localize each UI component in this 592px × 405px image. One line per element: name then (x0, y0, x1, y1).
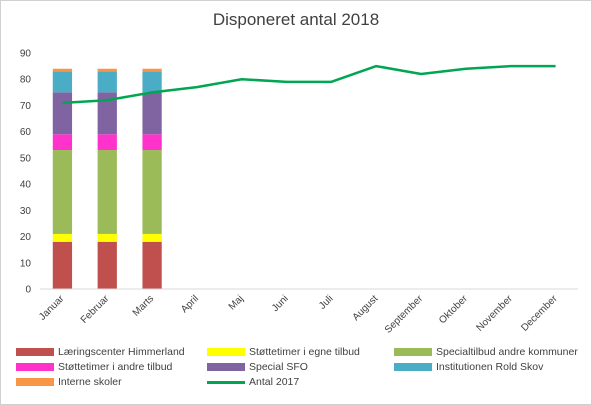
legend-swatch (16, 378, 54, 386)
x-tick-label: Maj (227, 293, 246, 312)
x-tick-label: Marts (131, 293, 156, 318)
legend-label: Antal 2017 (249, 376, 300, 388)
legend-item: Støttetimer i andre tilbud (16, 361, 172, 373)
y-tick-label: 30 (20, 206, 32, 217)
bar-segment (52, 150, 73, 234)
y-axis: 0 10 20 30 40 50 60 70 80 90 (20, 49, 32, 296)
bar-segment (52, 241, 73, 289)
legend-label: Læringscenter Himmerland (58, 346, 185, 358)
x-tick-label: August (351, 293, 381, 323)
bar-segment (142, 150, 162, 234)
bar-segment (142, 71, 162, 93)
line-series (62, 64, 556, 105)
x-tick-label: Februar (79, 293, 112, 326)
legend-item: Specialtilbud andre kommuner (394, 346, 578, 358)
bar-segment (97, 241, 117, 289)
legend-label: Støttetimer i andre tilbud (58, 361, 173, 373)
legend-item: Interne skoler (16, 376, 122, 388)
bar-segment (142, 241, 162, 289)
y-tick-label: 80 (20, 75, 32, 86)
bar-segment (52, 71, 73, 93)
x-tick-label: September (383, 293, 426, 336)
y-tick-label: 60 (20, 127, 32, 138)
x-tick-label: Januar (37, 293, 67, 323)
legend-label: Special SFO (249, 361, 308, 373)
bar-segment (97, 134, 117, 151)
x-tick-label: Oktober (437, 293, 470, 326)
x-tick-label: Juni (270, 293, 291, 314)
y-tick-label: 20 (20, 232, 32, 243)
series-line (62, 64, 556, 105)
bar-segment (52, 92, 73, 135)
legend-label: Institutionen Rold Skov (436, 361, 544, 373)
x-tick-label: Juli (317, 293, 335, 311)
bar-segment (142, 134, 162, 151)
bar-segment (97, 68, 117, 72)
x-axis: Januar Februar Marts April Maj Juni Juli August… (37, 293, 560, 336)
y-tick-label: 10 (20, 258, 32, 269)
legend-label: Støttetimer i egne tilbud (249, 346, 360, 358)
legend-swatch (207, 380, 245, 384)
legend-label: Specialtilbud andre kommuner (436, 346, 578, 358)
legend-item: Special SFO (207, 361, 308, 373)
y-tick-label: 40 (20, 180, 32, 191)
bar-segment (142, 92, 162, 135)
legend-swatch (207, 363, 245, 371)
bar-segment (97, 71, 117, 93)
bar-segment (142, 68, 162, 72)
bar-segment (97, 150, 117, 234)
bar-segment (52, 134, 73, 151)
legend-label: Interne skoler (58, 376, 122, 388)
legend-item: Støttetimer i egne tilbud (207, 346, 360, 358)
bar-segment (97, 233, 117, 242)
y-tick-label: 50 (20, 153, 32, 164)
legend-swatch (207, 348, 245, 356)
x-tick-label: April (179, 293, 201, 315)
legend-item: Institutionen Rold Skov (394, 361, 543, 373)
bar-segment (97, 92, 117, 135)
stacked-bars (52, 68, 162, 289)
legend-swatch (394, 363, 432, 371)
y-tick-label: 70 (20, 101, 32, 112)
x-tick-label: December (519, 293, 560, 334)
legend-swatch (394, 348, 432, 356)
chart-title: Disponeret antal 2018 (212, 10, 380, 29)
bar-segment (52, 68, 73, 72)
y-tick-label: 0 (25, 285, 31, 296)
legend-swatch (16, 348, 54, 356)
y-tick-label: 90 (20, 49, 32, 60)
legend-swatch (16, 363, 54, 371)
bar-segment (142, 233, 162, 242)
legend-item: Læringscenter Himmerland (16, 346, 185, 358)
bar-segment (52, 233, 73, 242)
x-tick-label: November (474, 293, 515, 334)
legend-item: Antal 2017 (207, 376, 299, 388)
